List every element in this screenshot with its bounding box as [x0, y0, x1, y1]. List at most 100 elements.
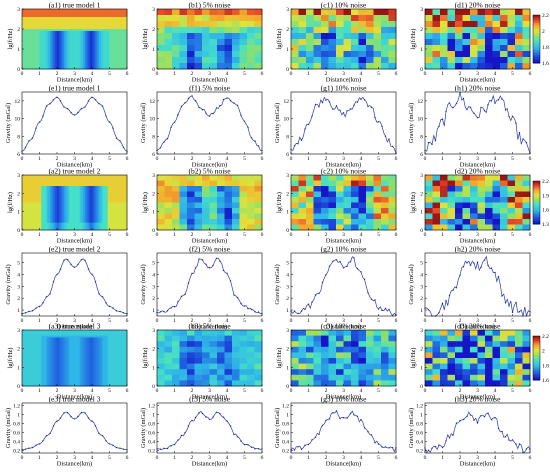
heatmap-cell	[51, 51, 54, 54]
heatmap-cell	[462, 39, 471, 46]
heatmap-cell	[102, 59, 105, 62]
heatmap-cell	[99, 25, 102, 28]
heatmap-cell	[50, 43, 53, 46]
heatmap-cell	[53, 15, 56, 18]
heatmap-cell	[477, 213, 486, 220]
heatmap-cell	[50, 175, 53, 178]
heatmap-cell	[123, 13, 126, 16]
heatmap-cell	[92, 184, 95, 187]
colorbar-swatch	[533, 16, 540, 19]
heatmap-cell	[104, 184, 107, 187]
heatmap-cell	[291, 180, 299, 187]
heatmap-cell	[79, 39, 82, 42]
heatmap-cell	[121, 215, 124, 218]
data-point	[70, 111, 72, 114]
heatmap-cell	[306, 45, 314, 52]
heatmap-cell	[93, 217, 96, 220]
heatmap-cell	[36, 187, 39, 191]
heatmap-cell	[106, 198, 109, 202]
heatmap-cell	[86, 182, 89, 185]
heatmap-cell	[51, 220, 54, 224]
heatmap-cell	[90, 17, 93, 20]
heatmap-cell	[30, 211, 33, 214]
heatmap-cell	[30, 220, 33, 224]
heatmap-cell	[81, 176, 84, 180]
heatmap-cell	[81, 27, 84, 30]
heatmap-cell	[111, 63, 114, 66]
heatmap-cell	[95, 198, 98, 202]
heatmap-cell	[109, 11, 112, 14]
heatmap-cell	[36, 204, 39, 207]
heatmap-cell	[23, 63, 26, 66]
heatmap-cell	[64, 222, 67, 225]
heatmap-cell	[187, 224, 195, 231]
heatmap-cell	[447, 191, 456, 198]
heatmap-cell	[239, 202, 248, 209]
heatmap-cell	[172, 63, 180, 70]
heatmap-cell	[90, 63, 93, 66]
x-tick-label: 3	[208, 232, 211, 238]
heatmap-cell	[78, 211, 81, 214]
x-tick-label: 1	[307, 71, 310, 77]
heatmap-cell	[74, 49, 77, 52]
heatmap-cell	[121, 19, 124, 22]
heatmap-cell	[72, 217, 75, 220]
heatmap-cell	[104, 189, 107, 192]
heatmap-cell	[41, 17, 44, 20]
heatmap-cell	[23, 176, 26, 180]
heatmap-cell	[25, 191, 28, 194]
heatmap-cell	[109, 220, 112, 224]
heatmap-cell	[44, 19, 47, 22]
heatmap-cell	[366, 21, 374, 28]
heatmap-cell	[106, 222, 109, 225]
heatmap-cell	[92, 191, 95, 194]
heatmap-cell	[313, 9, 322, 16]
heatmap-cell	[83, 189, 86, 192]
heatmap-cell	[102, 226, 105, 229]
heatmap-cell	[116, 189, 119, 192]
heatmap-cell	[120, 31, 123, 34]
heatmap-cell	[46, 217, 49, 220]
heatmap-cell	[44, 213, 47, 216]
data-point	[66, 107, 69, 110]
y-axis-label: lg(f/Hz)	[7, 192, 14, 213]
heatmap-cell	[113, 211, 116, 214]
heatmap-cell	[388, 39, 397, 46]
heatmap-cell	[113, 206, 116, 209]
heatmap-cell	[27, 184, 30, 187]
heatmap-cell	[41, 19, 44, 22]
heatmap-cell	[30, 13, 33, 16]
heatmap-cell	[123, 57, 126, 60]
heatmap-cell	[57, 23, 60, 26]
heatmap-cell	[36, 211, 39, 214]
heatmap-cell	[92, 13, 95, 16]
heatmap-cell	[187, 27, 195, 34]
heatmap-cell	[102, 208, 105, 211]
data-point	[24, 312, 27, 314]
heatmap-cell	[100, 195, 103, 198]
heatmap-cell	[86, 197, 89, 200]
data-point	[94, 99, 97, 101]
heatmap-cell	[321, 57, 329, 64]
heatmap-cell	[114, 55, 117, 58]
heatmap-cell	[48, 200, 51, 203]
heatmap-cell	[120, 11, 123, 14]
heatmap-cell	[462, 224, 471, 231]
heatmap-cell	[113, 65, 116, 68]
heatmap-cell	[22, 213, 25, 216]
data-point	[504, 109, 507, 111]
heatmap-cell	[46, 178, 49, 181]
heatmap-cell	[118, 226, 121, 229]
heatmap-cell	[50, 215, 53, 218]
heatmap-cell	[83, 209, 86, 213]
heatmap-cell	[123, 9, 126, 12]
heatmap-cell	[22, 219, 25, 222]
heatmap-cell	[88, 39, 91, 42]
heatmap-cell	[67, 215, 70, 218]
heatmap-cell	[29, 55, 32, 58]
heatmap-cell	[30, 228, 33, 231]
heatmap-cell	[500, 21, 508, 28]
heatmap-cell	[102, 49, 105, 52]
heatmap-cell	[104, 39, 107, 42]
heatmap-cell	[71, 228, 74, 231]
